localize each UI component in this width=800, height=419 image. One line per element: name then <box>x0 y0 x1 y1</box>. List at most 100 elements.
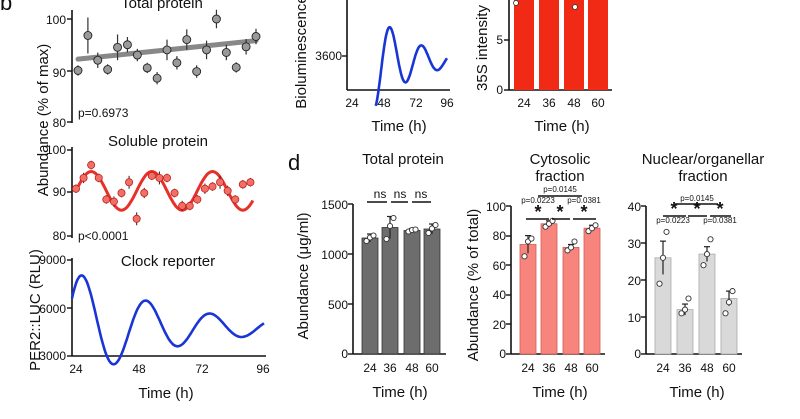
x-tick-label: 24 <box>656 361 670 375</box>
data-point <box>162 45 172 55</box>
data-point <box>211 14 221 24</box>
x-axis-label: Time (h) <box>371 118 426 135</box>
bar <box>361 237 379 355</box>
p-value-label: p=0.0223 <box>521 196 555 205</box>
data-point <box>125 178 134 187</box>
data-point <box>83 31 93 40</box>
nuclear-title-line1: Nuclear/organellar <box>642 151 765 168</box>
data-point <box>202 45 212 55</box>
cytosolic-fraction-bar-chart: Cytosolic fraction Abundance (% of total… <box>465 151 605 401</box>
x-tick-label: 48 <box>405 361 419 375</box>
data-point <box>178 201 187 210</box>
clock-reporter-title: Clock reporter <box>121 253 215 270</box>
replicate-point <box>412 226 419 233</box>
bar <box>562 247 580 355</box>
total-protein-scatter: Total protein 100 90 80 p=0.6973 <box>46 0 261 130</box>
replicate-point <box>528 235 535 242</box>
bar <box>583 227 601 355</box>
data-point <box>223 186 232 195</box>
replicate-point <box>432 221 439 229</box>
x-tick-label: 24 <box>69 362 83 376</box>
p-value-label: p=0.0381 <box>703 216 737 225</box>
y-tick-label: 100 <box>46 13 66 27</box>
data-point <box>231 62 241 72</box>
y-tick-label: 100 <box>46 143 66 157</box>
intensity-bar <box>539 0 559 90</box>
data-point <box>172 58 182 68</box>
clock-reporter-line-chart: Clock reporter PER2::LUC (RLU) 9000 6000… <box>27 249 270 402</box>
p-value-label: p=0.0145 <box>543 185 577 194</box>
replicate-point <box>685 295 692 302</box>
data-point <box>93 55 103 65</box>
data-point <box>221 48 231 57</box>
y-tick-label: 80 <box>53 116 67 130</box>
y-tick-label: 9000 <box>39 253 66 267</box>
data-point <box>94 173 103 182</box>
cytosolic-title-line2: fraction <box>535 168 584 185</box>
cytosolic-title-line1: Cytosolic <box>530 151 591 168</box>
data-point <box>208 182 217 191</box>
p-value-label: p=0.0145 <box>680 194 714 203</box>
y-tick-label: 500 <box>328 298 348 312</box>
bar <box>403 230 421 355</box>
panel-letter-b: b <box>0 0 12 15</box>
bioluminescence-line-chart: Bioluminescence 3600 24 48 72 96 Time (h… <box>293 0 454 135</box>
replicate-point <box>521 253 528 260</box>
replicate-point <box>428 225 436 232</box>
soluble-protein-title: Soluble protein <box>108 133 208 150</box>
x-tick-label: 48 <box>567 96 581 110</box>
p-value-label: p=0.0223 <box>656 216 690 225</box>
x-tick-label: 36 <box>542 96 556 110</box>
y-tick-label: 20 <box>493 318 507 332</box>
ns-label: ns <box>415 187 428 201</box>
x-axis-label: Time (h) <box>669 384 724 401</box>
x-tick-label: 96 <box>440 96 454 110</box>
replicate-point <box>659 254 667 261</box>
bar <box>540 223 558 355</box>
bioluminescence-axis-label: Bioluminescence <box>293 0 310 109</box>
data-point <box>109 197 118 206</box>
x-tick-label: 96 <box>256 362 270 376</box>
data-point <box>216 178 225 187</box>
data-point <box>238 180 247 189</box>
x-tick-label: 60 <box>591 96 605 110</box>
data-point <box>162 173 171 182</box>
x-tick-label: 24 <box>521 361 535 375</box>
replicate-point <box>678 310 685 317</box>
35s-intensity-axis-label: 35S intensity <box>474 5 491 91</box>
nuclear-title-line2: fraction <box>678 168 727 185</box>
data-point <box>251 32 261 41</box>
y-tick-label: 60 <box>493 259 507 273</box>
y-tick-label: 1500 <box>321 198 348 212</box>
total-protein-title: Total protein <box>121 0 203 12</box>
replicate-point <box>425 229 432 237</box>
replicate-point <box>729 288 736 295</box>
x-tick-label: 36 <box>383 361 397 375</box>
data-point <box>241 42 251 52</box>
data-point <box>185 201 194 210</box>
y-tick-label: 30 <box>628 237 642 251</box>
data-point <box>155 173 164 182</box>
replicate-point <box>681 306 689 313</box>
x-axis-label: Time (h) <box>372 384 427 401</box>
data-point <box>113 42 123 52</box>
p-value-annotation: p<0.0001 <box>78 229 129 243</box>
nuclear-fraction-bar-chart: Nuclear/organellar fraction 40 30 20 10 … <box>628 151 765 401</box>
data-point <box>142 63 152 73</box>
x-axis-label: Time (h) <box>138 385 193 402</box>
bar <box>381 227 399 355</box>
data-point <box>193 195 202 204</box>
data-point <box>200 184 209 193</box>
significance-star: * <box>693 199 700 219</box>
x-tick-label: 48 <box>700 361 714 375</box>
y-tick-label: 100 <box>486 200 506 214</box>
x-axis-label: Time (h) <box>534 118 589 135</box>
y-tick-label: 80 <box>493 229 507 243</box>
y-tick-label: 3000 <box>39 349 66 363</box>
p-value-label: p=0.0381 <box>567 196 601 205</box>
significance-star: * <box>534 202 541 222</box>
replicate-point <box>363 237 370 245</box>
x-axis-label: Time (h) <box>532 384 587 401</box>
bar <box>720 298 738 355</box>
data-point <box>182 35 192 45</box>
